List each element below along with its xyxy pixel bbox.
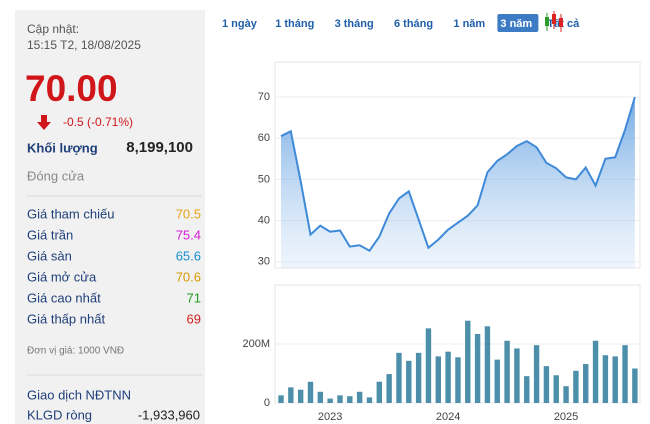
close-label: Đóng cửa [27,168,85,183]
volume-bar [406,360,412,403]
volume-bar [573,370,579,403]
volume-bar [386,374,392,403]
y-tick-label: 200M [242,338,270,350]
stat-label: Giá thấp nhất [27,311,105,326]
volume-bar [543,366,550,403]
volume-bar [415,352,422,403]
volume-bar [583,364,589,403]
volume-bar [553,375,559,403]
volume-bar [563,386,569,403]
candle-icon[interactable] [545,11,563,32]
price-area [281,97,635,268]
stat-value: 70.6 [176,269,201,284]
y-tick-label: 30 [258,256,270,268]
volume-bar [327,398,333,403]
candle-body [545,17,549,26]
y-tick-label: 70 [258,91,270,103]
volume-bar [317,391,324,403]
volume-bar [356,391,363,403]
stat-label: Giá mở cửa [27,269,97,284]
volume-bar [494,359,500,403]
y-tick-label: 40 [258,215,270,227]
tab[interactable]: 1 năm [453,18,485,30]
tab[interactable]: 1 ngày [222,18,258,30]
tab[interactable]: 3 tháng [335,18,374,30]
volume-bar [533,345,540,403]
volume-bar [445,351,451,403]
volume-value: 8,199,100 [126,139,193,156]
x-tick-label: 2023 [318,411,342,423]
volume-bar [435,356,441,403]
volume-bar [396,352,402,403]
candle-body [559,18,563,27]
volume-bar [592,340,599,403]
stat-label: Giá sàn [27,248,72,263]
volume-label: Khối lượng [27,140,98,155]
down-arrow [37,115,51,130]
stat-label: Giá tham chiếu [27,206,114,221]
volume-bar [347,396,353,403]
tab[interactable]: 3 năm [500,18,532,30]
x-tick-label: 2025 [554,411,578,423]
volume-bar [524,376,530,403]
volume-bar [622,345,628,403]
volume-bar [278,395,284,403]
unit-note: Đơn vị giá: 1000 VNĐ [27,346,124,357]
volume-bar [514,348,520,403]
price-line [280,96,636,253]
price: 70.00 [25,68,118,109]
volume-bar [504,340,510,403]
net-value: -1,933,960 [138,407,200,422]
net-label: KLGD ròng [27,407,92,422]
update-time: 15:15 T2, 18/08/2025 [27,38,141,52]
volume-bar [632,368,638,403]
info-panel [15,10,205,424]
y-tick-label: 50 [258,173,270,185]
stat-value: 70.5 [176,206,201,221]
stat-value: 65.6 [176,248,201,263]
volume-bar [376,381,382,403]
volume-bar [425,328,432,403]
price-change: -0.5 (-0.71%) [63,115,133,129]
volume-bar [455,357,461,403]
stat-value: 75.4 [176,227,201,242]
stat-label: Giá trần [27,227,73,242]
volume-bar [337,395,343,403]
stat-value: 71 [187,290,201,305]
volume-bar [297,389,304,403]
stat-label: Giá cao nhất [27,290,101,305]
candle-body [552,14,556,24]
tab-active-bg [497,14,539,32]
volume-bar [465,320,471,403]
volume-bar [484,326,491,403]
y-tick-label: 60 [258,132,270,144]
volume-bar [366,397,373,403]
volume-bar [288,387,294,403]
y-tick-label: 0 [264,397,270,409]
tab[interactable]: 6 tháng [394,18,433,30]
volume-bar [474,333,481,403]
stat-value: 69 [187,311,201,326]
tab[interactable]: 1 tháng [275,18,314,30]
volume-bar [602,355,609,403]
volume-bar [307,381,314,403]
x-tick-label: 2024 [436,411,460,423]
volume-bar [612,356,618,403]
update-label: Cập nhật: [27,22,79,36]
foreign-title: Giao dịch NĐTNN [27,387,131,402]
